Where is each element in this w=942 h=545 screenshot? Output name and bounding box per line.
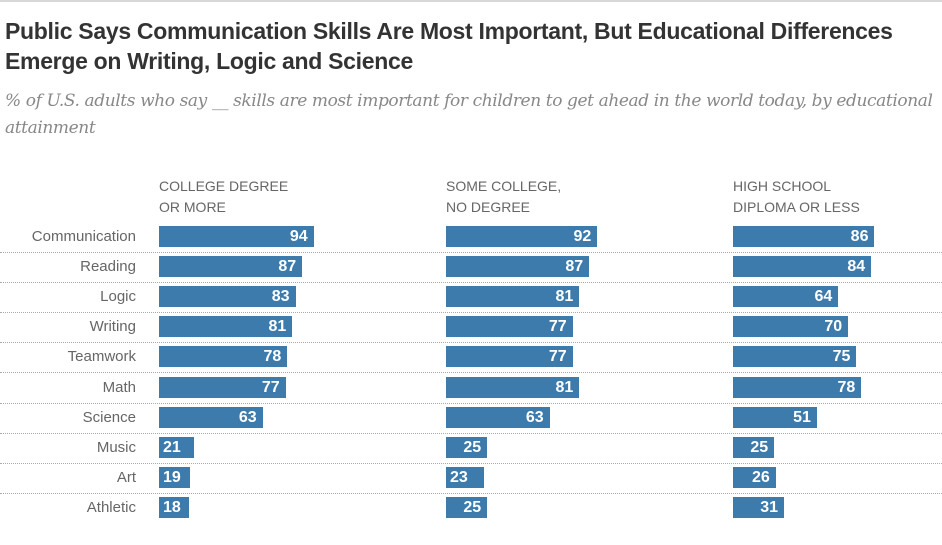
bar xyxy=(159,436,194,458)
data-label: 77 xyxy=(261,378,280,396)
bar xyxy=(733,226,875,247)
bar xyxy=(733,406,817,428)
row-separator xyxy=(0,342,942,344)
data-label: 75 xyxy=(832,348,851,366)
bar xyxy=(446,466,484,488)
category-label: Athletic xyxy=(86,498,136,516)
data-label: 78 xyxy=(837,378,856,396)
bar xyxy=(446,376,580,398)
series-header: COLLEGE DEGREE OR MORE xyxy=(159,178,289,215)
category-label: Math xyxy=(102,378,136,396)
bar xyxy=(733,316,849,338)
data-label: 94 xyxy=(289,228,308,245)
bar xyxy=(446,346,573,368)
data-label: 81 xyxy=(555,378,574,396)
bar xyxy=(159,466,191,488)
data-label: 70 xyxy=(824,318,843,336)
data-label: 63 xyxy=(238,408,257,426)
data-label: 25 xyxy=(750,438,769,456)
data-label: 87 xyxy=(565,258,584,276)
data-label: 51 xyxy=(793,408,811,426)
bar xyxy=(733,346,857,368)
bar xyxy=(733,376,862,398)
data-label: 26 xyxy=(751,468,770,486)
bar xyxy=(446,496,488,518)
category-label: Art xyxy=(116,468,136,486)
bar xyxy=(159,286,296,308)
data-label: 18 xyxy=(163,498,181,516)
data-label: 21 xyxy=(163,438,181,456)
data-label: 25 xyxy=(463,498,482,516)
bar xyxy=(446,406,550,428)
data-label: 78 xyxy=(263,348,282,366)
chart-subtitle: % of U.S. adults who say __ skills are m… xyxy=(5,91,933,138)
data-label: 84 xyxy=(847,258,866,276)
bar xyxy=(446,286,580,308)
data-label: 25 xyxy=(463,438,482,456)
bar xyxy=(159,226,314,247)
bar xyxy=(446,256,590,278)
category-label: Logic xyxy=(100,288,136,306)
data-label: 86 xyxy=(850,228,869,245)
data-label: 77 xyxy=(548,318,567,336)
chart-title: Public Says Communication Skills Are Mos… xyxy=(5,18,893,74)
data-label: 87 xyxy=(278,258,297,276)
bar xyxy=(159,376,286,398)
row-separator xyxy=(0,462,942,464)
data-label: 92 xyxy=(573,228,592,245)
data-label: 23 xyxy=(450,468,468,486)
data-label: 77 xyxy=(548,348,567,366)
bar xyxy=(733,496,784,518)
category-label: Reading xyxy=(80,258,136,276)
data-label: 64 xyxy=(814,288,833,306)
series-header: SOME COLLEGE, NO DEGREE xyxy=(446,178,562,215)
category-label: Teamwork xyxy=(67,348,136,366)
row-separator xyxy=(0,282,942,284)
bar xyxy=(159,256,303,278)
data-label: 19 xyxy=(163,468,181,486)
category-label: Communication xyxy=(31,228,136,245)
data-label: 83 xyxy=(271,288,290,306)
row-separator xyxy=(0,432,942,434)
row-separator xyxy=(0,402,942,404)
category-label: Writing xyxy=(89,318,136,336)
series-header: HIGH SCHOOL DIPLOMA OR LESS xyxy=(733,178,860,215)
data-label: 81 xyxy=(268,318,287,336)
bar xyxy=(733,466,776,488)
top-rule xyxy=(0,0,942,2)
bar xyxy=(159,496,189,518)
bar xyxy=(446,436,488,458)
bar xyxy=(446,316,573,338)
bar xyxy=(159,406,263,428)
bar xyxy=(733,256,872,278)
category-label: Music xyxy=(96,438,136,456)
row-separator xyxy=(0,312,942,314)
data-label: 31 xyxy=(760,498,778,516)
bar xyxy=(446,226,598,247)
bar xyxy=(733,286,839,308)
row-separator xyxy=(0,252,942,253)
bar xyxy=(733,436,775,458)
data-label: 63 xyxy=(525,408,544,426)
row-separator xyxy=(0,372,942,374)
category-label: Science xyxy=(82,408,136,426)
bar xyxy=(159,316,293,338)
row-separator xyxy=(0,492,942,494)
data-label: 81 xyxy=(555,288,574,306)
bar xyxy=(159,346,288,368)
